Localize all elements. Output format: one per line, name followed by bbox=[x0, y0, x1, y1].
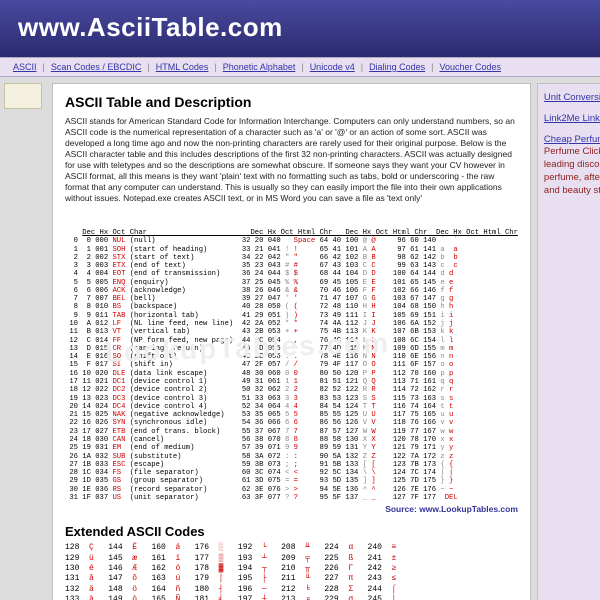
extended-header: Extended ASCII Codes bbox=[65, 524, 518, 539]
page-title: ASCII Table and Description bbox=[65, 94, 518, 110]
left-gutter bbox=[0, 77, 52, 600]
nav-separator: | bbox=[431, 62, 433, 72]
nav-separator: | bbox=[214, 62, 216, 72]
intro-paragraph: ASCII stands for American Standard Code … bbox=[65, 116, 518, 204]
nav-separator: | bbox=[301, 62, 303, 72]
site-header: www.AsciiTable.com bbox=[0, 0, 600, 57]
nav-link-unicode-v4[interactable]: Unicode v4 bbox=[310, 62, 355, 72]
source-credit: Source: www.LookupTables.com bbox=[65, 504, 518, 514]
ad-placeholder bbox=[4, 83, 42, 109]
extended-table: 128 Ç 144 É 160 á 176 ░ 192 └ 208 ╨ 224 … bbox=[65, 543, 518, 600]
sidebar-link-perfume[interactable]: Cheap Perfume bbox=[544, 134, 600, 145]
nav-separator: | bbox=[43, 62, 45, 72]
watermark: LookupTables.com bbox=[105, 327, 391, 369]
nav-link-dialing-codes[interactable]: Dialing Codes bbox=[369, 62, 425, 72]
nav-link-ascii[interactable]: ASCII bbox=[13, 62, 37, 72]
sidebar: Unit Conversion Link2Me Link Exchange Ch… bbox=[537, 83, 600, 600]
nav-separator: | bbox=[361, 62, 363, 72]
sidebar-link-unit[interactable]: Unit Conversion bbox=[544, 92, 600, 105]
top-nav: ASCII | Scan Codes / EBCDIC | HTML Codes | Pho… bbox=[0, 57, 600, 77]
ascii-table: LookupTables.com Dec Hx Oct Char Dec Hx … bbox=[65, 212, 518, 502]
sidebar-promo: Cheap Perfume from Perfume Click, the UK… bbox=[544, 134, 600, 198]
nav-link-scan-codes-ebcdic[interactable]: Scan Codes / EBCDIC bbox=[51, 62, 142, 72]
sidebar-link-link2me[interactable]: Link2Me Link Exchange bbox=[544, 113, 600, 126]
nav-link-html-codes[interactable]: HTML Codes bbox=[156, 62, 209, 72]
site-title: www.AsciiTable.com bbox=[18, 12, 582, 43]
nav-link-phonetic-alphabet[interactable]: Phonetic Alphabet bbox=[223, 62, 296, 72]
main-content: ASCII Table and Description ASCII stands… bbox=[52, 83, 531, 600]
nav-link-voucher-codes[interactable]: Voucher Codes bbox=[439, 62, 501, 72]
nav-separator: | bbox=[147, 62, 149, 72]
